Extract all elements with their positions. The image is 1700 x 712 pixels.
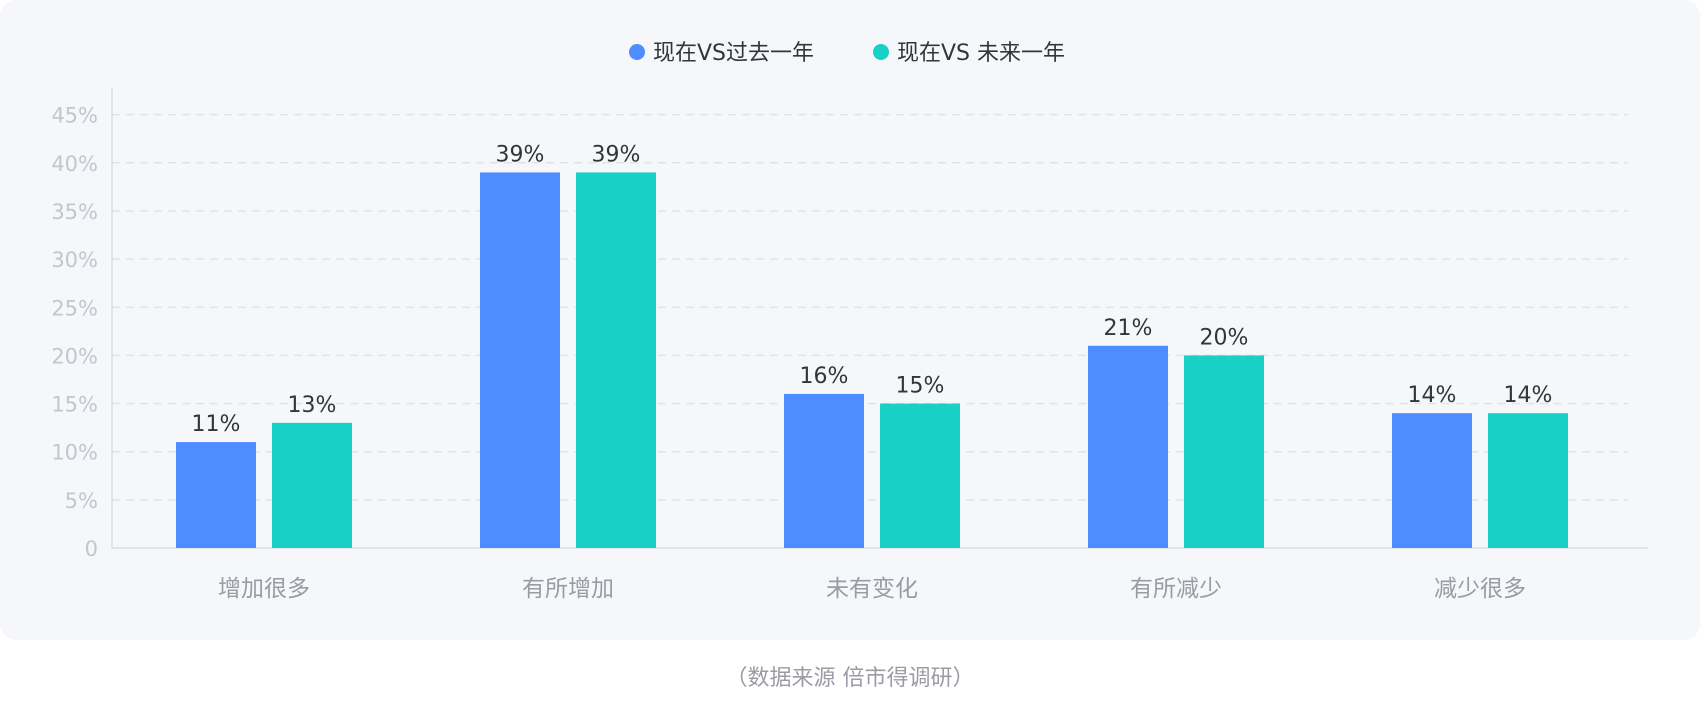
x-category-label: 减少很多 — [1434, 576, 1526, 602]
bar-next-year — [272, 422, 352, 548]
y-tick-label: 35% — [51, 200, 98, 224]
value-label: 39% — [496, 142, 545, 167]
bar-next-year — [880, 403, 960, 548]
x-category-label: 有所增加 — [522, 576, 614, 602]
x-category-label: 未有变化 — [826, 576, 918, 602]
y-tick-label: 20% — [51, 344, 98, 368]
bar-past-year — [1088, 345, 1168, 548]
y-tick-label: 40% — [51, 152, 98, 176]
value-label: 14% — [1504, 383, 1553, 408]
value-label: 14% — [1408, 383, 1457, 408]
y-tick-label: 45% — [51, 104, 98, 128]
value-label: 39% — [592, 142, 641, 167]
value-label: 20% — [1200, 325, 1249, 350]
legend-marker-past-year — [629, 44, 645, 60]
bar-past-year — [176, 442, 256, 548]
bar-next-year — [1488, 413, 1568, 548]
y-tick-label: 0 — [85, 537, 98, 561]
chart-card: 0 5% 10% 15% 20% 25% 30% 35% 40% 45% 11% 13% 增加很多 39%… — [51, 41, 1648, 602]
y-tick-label: 25% — [51, 296, 98, 320]
bar-next-year — [576, 172, 656, 548]
bar-past-year — [480, 172, 560, 548]
value-label: 11% — [192, 412, 241, 437]
legend-label: 现在VS过去一年 — [653, 41, 814, 66]
value-label: 13% — [288, 393, 337, 418]
x-category-label: 有所减少 — [1130, 576, 1222, 602]
x-category-label: 增加很多 — [218, 576, 310, 602]
y-tick-label: 5% — [65, 489, 98, 513]
y-tick-label: 15% — [51, 393, 98, 417]
bar-next-year — [1184, 355, 1264, 548]
y-tick-label: 30% — [51, 248, 98, 272]
bar-past-year — [1392, 413, 1472, 548]
bar-past-year — [784, 393, 864, 548]
y-tick-label: 10% — [51, 441, 98, 465]
value-label: 21% — [1104, 316, 1153, 341]
data-source-note: （数据来源 倍市得调研） — [725, 666, 975, 691]
value-label: 16% — [800, 364, 849, 389]
bar-chart: 0 5% 10% 15% 20% 25% 30% 35% 40% 45% 11% 13% 增加很多 39%… — [51, 41, 1648, 602]
legend-marker-next-year — [873, 44, 889, 60]
value-label: 15% — [896, 374, 945, 399]
legend-label: 现在VS 未来一年 — [897, 41, 1065, 66]
